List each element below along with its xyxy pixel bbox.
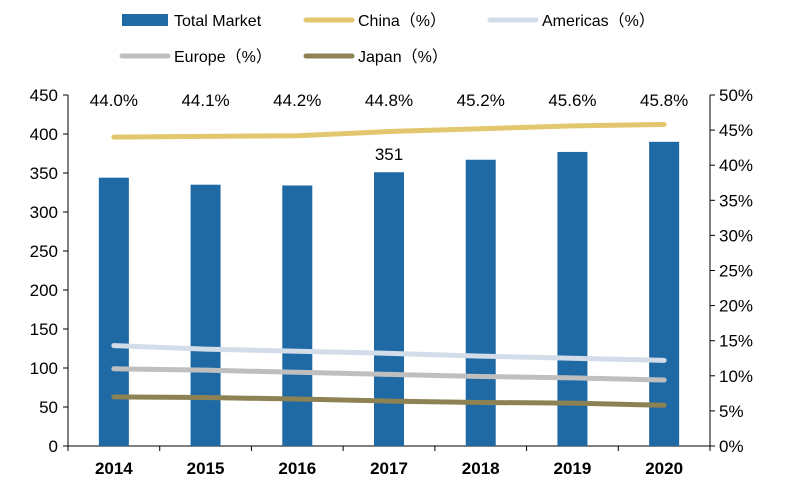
y-right-tick-label: 50% bbox=[719, 86, 753, 105]
y-left-tick-label: 100 bbox=[30, 359, 58, 378]
bar-total-market bbox=[649, 141, 680, 447]
line-series-0 bbox=[111, 121, 667, 140]
line-series-1 bbox=[111, 343, 667, 363]
bar-total-market bbox=[282, 185, 313, 447]
y-right-tick-label: 15% bbox=[719, 332, 753, 351]
legend-swatch-total-market bbox=[122, 14, 168, 26]
y-left-tick-label: 350 bbox=[30, 164, 58, 183]
x-tick-label: 2015 bbox=[187, 459, 225, 478]
legend-label: Total Market bbox=[174, 13, 262, 30]
bar-series bbox=[98, 141, 680, 447]
y-right-tick-label: 20% bbox=[719, 297, 753, 316]
legend: Total Market China（%） Americas（%） Europe（%）… bbox=[119, 12, 655, 66]
y-right-tick-label: 5% bbox=[719, 402, 744, 421]
x-tick-label: 2016 bbox=[278, 459, 316, 478]
y-right-tick-label: 25% bbox=[719, 262, 753, 281]
bar-total-market bbox=[465, 159, 496, 447]
legend-label: China（%） bbox=[358, 12, 446, 30]
bar-total-market bbox=[98, 177, 129, 446]
y-left-tick-label: 400 bbox=[30, 125, 58, 144]
china-data-label: 45.8% bbox=[640, 91, 688, 110]
y-right-tick-label: 0% bbox=[719, 437, 744, 456]
y-left-tick-label: 300 bbox=[30, 203, 58, 222]
china-data-label: 45.6% bbox=[548, 91, 596, 110]
bar-annotation-label: 351 bbox=[375, 145, 403, 164]
y-left-tick-label: 0 bbox=[49, 437, 58, 456]
y-left-tick-label: 250 bbox=[30, 242, 58, 261]
y-left-tick-label: 200 bbox=[30, 281, 58, 300]
legend-label: Americas（%） bbox=[542, 12, 655, 30]
china-data-label: 45.2% bbox=[457, 91, 505, 110]
x-tick-label: 2017 bbox=[370, 459, 408, 478]
china-data-label: 44.1% bbox=[181, 91, 229, 110]
bar-total-market bbox=[557, 151, 588, 446]
line-series bbox=[111, 121, 667, 408]
y-left-tick-label: 50 bbox=[39, 398, 58, 417]
x-tick-label: 2020 bbox=[645, 459, 683, 478]
line-series-2 bbox=[111, 366, 667, 383]
y-right-tick-label: 45% bbox=[719, 121, 753, 140]
y-left-tick-label: 150 bbox=[30, 320, 58, 339]
y-right-tick-label: 10% bbox=[719, 367, 753, 386]
bar-total-market bbox=[190, 184, 221, 446]
china-data-label: 44.2% bbox=[273, 91, 321, 110]
bar-total-market bbox=[374, 172, 404, 446]
y-right-tick-label: 35% bbox=[719, 191, 753, 210]
legend-label: Europe（%） bbox=[174, 48, 272, 66]
y-left-tick-label: 450 bbox=[30, 86, 58, 105]
x-tick-label: 2014 bbox=[95, 459, 133, 478]
x-tick-label: 2019 bbox=[554, 459, 592, 478]
data-labels: 44.0% 44.1% 44.2% 44.8% 45.2% 45.6% 45.8% 351 bbox=[90, 91, 688, 164]
line-series-3 bbox=[111, 394, 667, 408]
axes: 0 50 100 150 200 250 300 350 400 450 0% 5% 10% 15% 20%… bbox=[30, 86, 753, 478]
x-tick-label: 2018 bbox=[462, 459, 500, 478]
y-right-tick-label: 40% bbox=[719, 156, 753, 175]
china-data-label: 44.0% bbox=[90, 91, 138, 110]
china-data-label: 44.8% bbox=[365, 91, 413, 110]
y-right-tick-label: 30% bbox=[719, 226, 753, 245]
legend-label: Japan（%） bbox=[358, 48, 448, 66]
